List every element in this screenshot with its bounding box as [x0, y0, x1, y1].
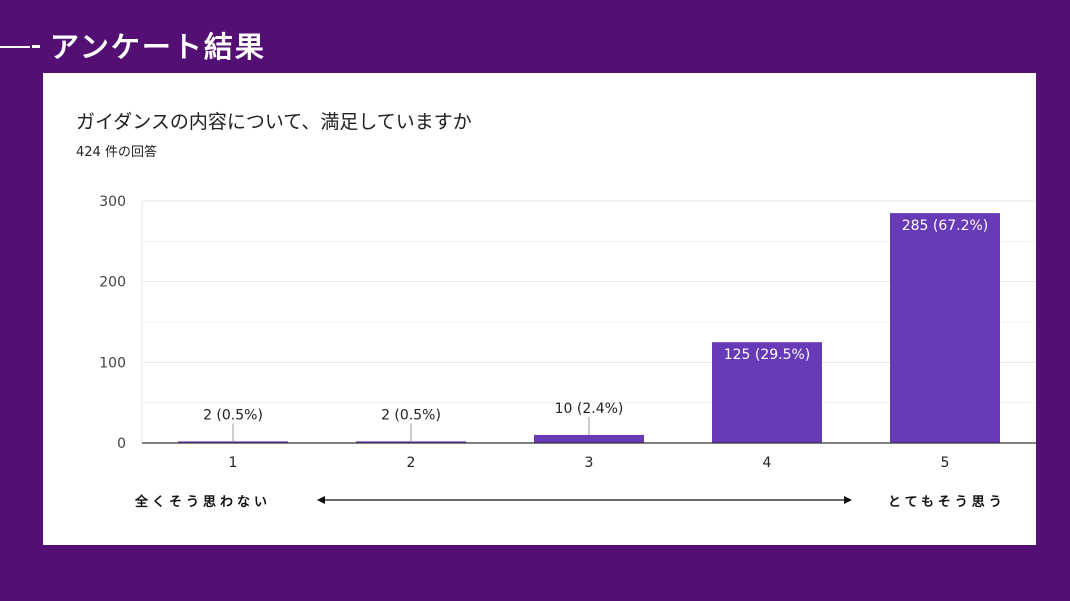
- data-label: 10 (2.4%): [555, 401, 624, 417]
- data-label: 2 (0.5%): [203, 407, 263, 423]
- bar: [534, 434, 644, 443]
- data-label: 125 (29.5%): [724, 347, 811, 363]
- y-tick-label: 200: [99, 275, 126, 291]
- x-tick-label: 2: [407, 455, 416, 471]
- x-tick-label: 1: [229, 455, 238, 471]
- scale-arrow: [317, 496, 852, 504]
- x-tick-label: 3: [585, 455, 594, 471]
- y-tick-label: 300: [99, 194, 126, 210]
- header-line: [0, 46, 30, 48]
- bar-chart: 0 100 200 300 2 (0.5%) 1 2 (0.5%) 2 10 (2.4%) 3 12…: [99, 194, 1036, 471]
- survey-result-card: ガイダンスの内容について、満足していますか 424 件の回答 0 100 200 30…: [43, 73, 1036, 545]
- data-label: 285 (67.2%): [902, 218, 989, 234]
- slide-title: アンケート結果: [50, 30, 266, 64]
- bar: [356, 441, 466, 443]
- scale-high-label: とてもそう思う: [888, 495, 1006, 510]
- bar: [178, 441, 288, 443]
- scale-low-label: 全くそう思わない: [135, 495, 272, 510]
- y-tick-label: 100: [99, 355, 126, 371]
- y-tick-label: 0: [117, 436, 126, 452]
- question-title: ガイダンスの内容について、満足していますか: [76, 111, 472, 133]
- bar: [890, 213, 1000, 443]
- data-label: 2 (0.5%): [381, 407, 441, 423]
- x-tick-label: 5: [941, 455, 950, 471]
- bar: [712, 342, 822, 443]
- header-dash: [32, 45, 40, 48]
- response-count: 424 件の回答: [76, 145, 157, 160]
- x-tick-label: 4: [763, 455, 772, 471]
